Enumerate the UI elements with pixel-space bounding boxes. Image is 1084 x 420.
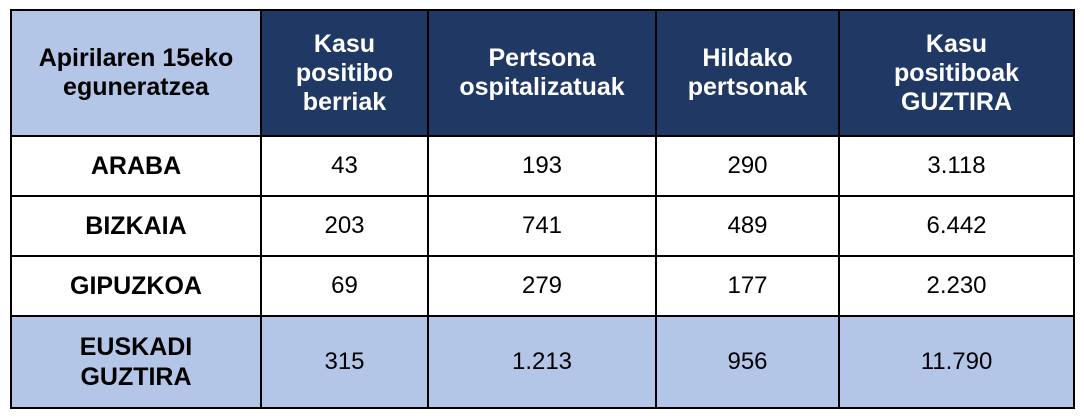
table-row: ARABA 43 193 290 3.118 <box>10 135 1075 197</box>
cell: 1.213 <box>427 315 657 409</box>
cell: 11.790 <box>838 315 1075 409</box>
cell: 279 <box>427 255 657 317</box>
cell: 3.118 <box>838 135 1075 197</box>
cell: 315 <box>260 315 429 409</box>
row-label: ARABA <box>10 135 262 197</box>
total-row: EUSKADI GUZTIRA 315 1.213 956 11.790 <box>10 315 1075 409</box>
column-header: Hildako pertsonak <box>655 9 840 137</box>
cell: 203 <box>260 195 429 257</box>
cell: 6.442 <box>838 195 1075 257</box>
cell: 193 <box>427 135 657 197</box>
covid-table: Apirilaren 15eko eguneratzea Kasu positi… <box>10 9 1075 409</box>
table-row: BIZKAIA 203 741 489 6.442 <box>10 195 1075 257</box>
cell: 956 <box>655 315 840 409</box>
cell: 177 <box>655 255 840 317</box>
header-row: Apirilaren 15eko eguneratzea Kasu positi… <box>10 9 1075 137</box>
row-label: BIZKAIA <box>10 195 262 257</box>
column-header: Kasu positibo berriak <box>260 9 429 137</box>
corner-header: Apirilaren 15eko eguneratzea <box>10 9 262 137</box>
cell: 2.230 <box>838 255 1075 317</box>
column-header: Kasu positiboak GUZTIRA <box>838 9 1075 137</box>
table-row: GIPUZKOA 69 279 177 2.230 <box>10 255 1075 317</box>
cell: 69 <box>260 255 429 317</box>
cell: 290 <box>655 135 840 197</box>
cell: 43 <box>260 135 429 197</box>
row-label: EUSKADI GUZTIRA <box>10 315 262 409</box>
cell: 489 <box>655 195 840 257</box>
column-header: Pertsona ospitalizatuak <box>427 9 657 137</box>
cell: 741 <box>427 195 657 257</box>
row-label: GIPUZKOA <box>10 255 262 317</box>
